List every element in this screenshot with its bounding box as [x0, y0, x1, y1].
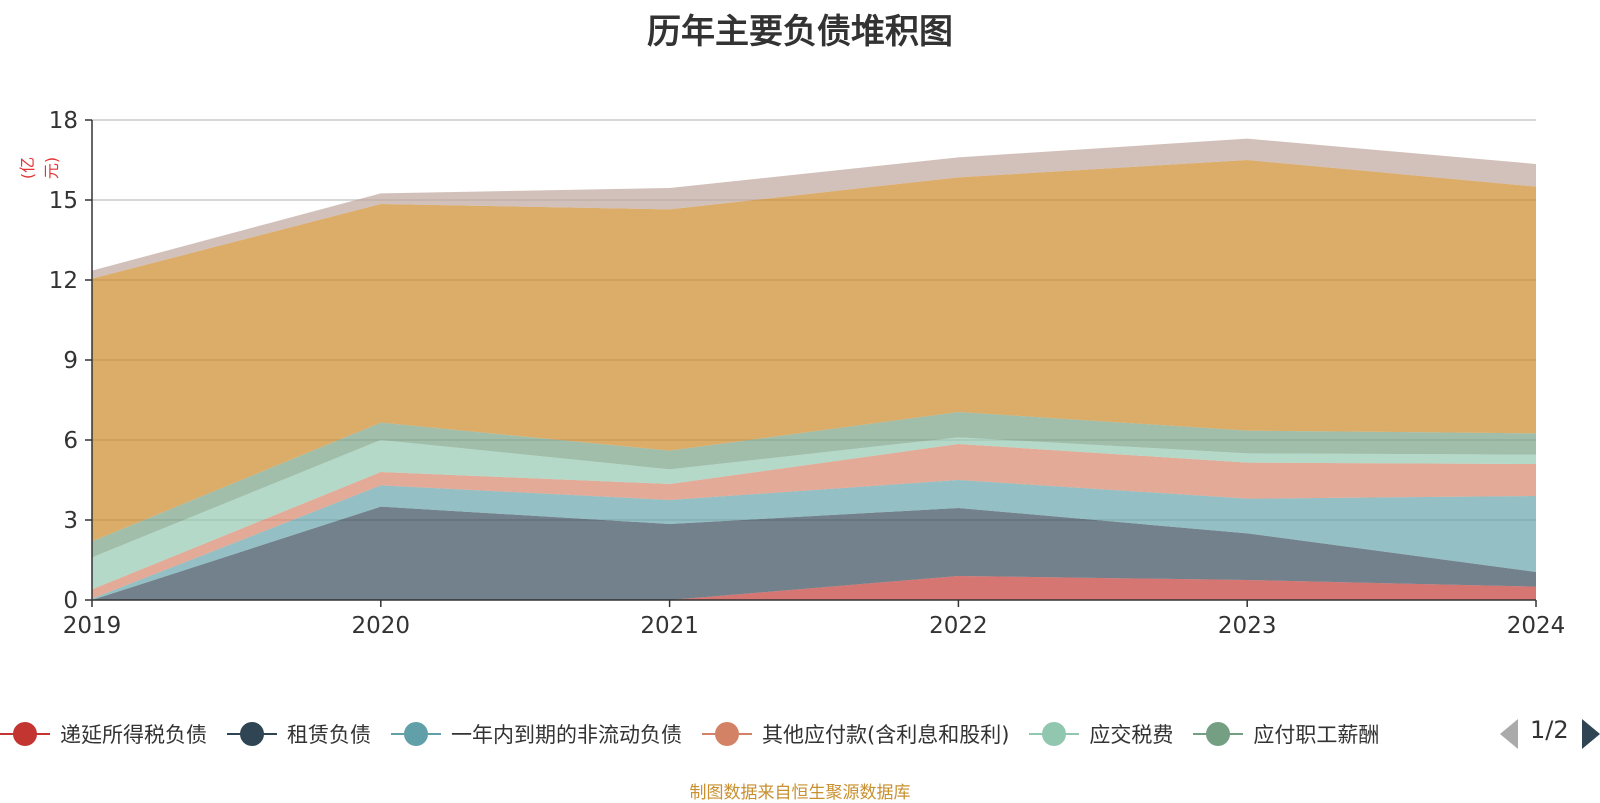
legend-item[interactable]: 递延所得税负债	[0, 714, 207, 754]
legend-label: 递延所得税负债	[60, 723, 207, 747]
legend-next-page-button[interactable]	[1582, 719, 1600, 749]
legend-marker-icon	[227, 721, 277, 747]
area-series-4	[92, 444, 1536, 599]
x-tick-label: 2020	[352, 613, 411, 639]
area-series-3	[92, 480, 1536, 600]
y-tick-label: 12	[49, 268, 78, 294]
legend-label: 应交税费	[1089, 723, 1174, 747]
y-tick-label: 0	[63, 588, 78, 614]
legend-label: 租赁负债	[287, 723, 371, 747]
legend-marker-icon	[391, 721, 441, 747]
legend-pager: 1/2	[1500, 712, 1600, 756]
legend-page-indicator: 1/2	[1530, 716, 1569, 744]
x-tick-label: 2022	[929, 613, 988, 639]
legend-marker-icon	[702, 721, 752, 747]
legend-prev-page-button[interactable]	[1500, 719, 1518, 749]
legend-marker-icon	[1029, 721, 1080, 747]
legend-label: 其他应付款(含利息和股利)	[762, 723, 1010, 747]
y-tick-label: 15	[49, 188, 78, 214]
y-tick-label: 6	[63, 428, 78, 454]
y-tick-label: 18	[49, 108, 78, 134]
legend-item[interactable]: 应交税费	[1029, 714, 1173, 754]
chart-title: 历年主要负债堆积图	[647, 12, 953, 52]
legend-item[interactable]: 租赁负债	[227, 714, 371, 754]
area-series-8	[92, 138, 1536, 279]
area-series-6	[92, 412, 1536, 558]
legend-marker-icon	[1193, 721, 1244, 747]
x-tick-label: 2023	[1218, 613, 1277, 639]
legend-label: 一年内到期的非流动负债	[451, 723, 682, 747]
legend-item[interactable]: 其他应付款(含利息和股利)	[702, 714, 1009, 754]
area-series-7	[92, 160, 1536, 542]
legend-item[interactable]: 应付职工薪酬	[1193, 714, 1379, 754]
chart-plot: 0 3 6 9 12 15 18 2019 2020 2021 2022 2023 2024	[49, 108, 1566, 639]
x-tick-label: 2024	[1507, 613, 1566, 639]
area-series-2	[92, 506, 1536, 600]
legend-marker-icon	[0, 721, 50, 747]
y-tick-label: 3	[63, 508, 78, 534]
source-note: 制图数据来自恒生聚源数据库	[689, 783, 911, 803]
legend-label: 应付职工薪酬	[1253, 723, 1380, 747]
x-tick-label: 2019	[63, 613, 122, 639]
legend: 递延所得税负债 租赁负债 一年内到期的非流动负债 其他应付款(含利息和股利) 应交税费 应…	[0, 714, 1495, 754]
y-axis-unit-label: (亿元)	[18, 156, 61, 180]
y-tick-label: 9	[63, 348, 78, 374]
x-tick-label: 2021	[640, 613, 699, 639]
legend-item[interactable]: 一年内到期的非流动负债	[391, 714, 682, 754]
